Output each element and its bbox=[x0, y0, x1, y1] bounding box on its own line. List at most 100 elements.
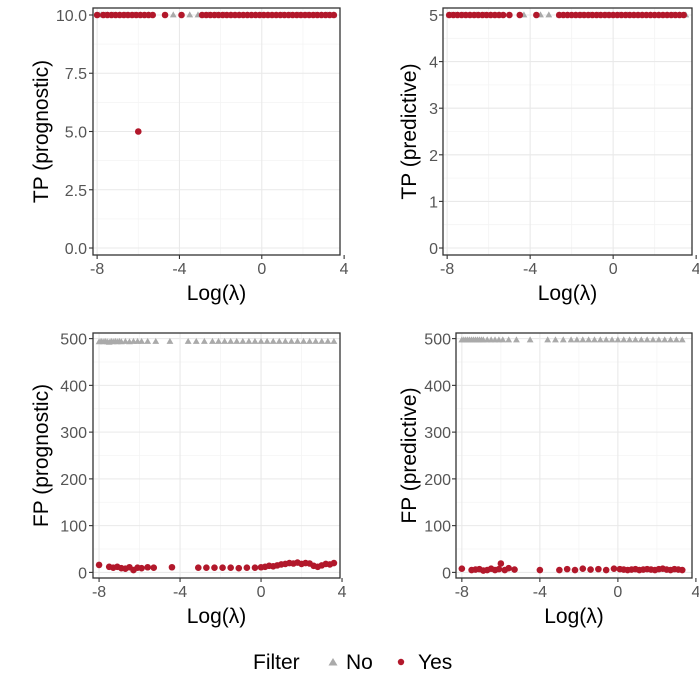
point-no bbox=[184, 337, 192, 344]
point-yes bbox=[211, 564, 218, 572]
point-no bbox=[251, 337, 259, 344]
point-yes bbox=[533, 11, 540, 19]
y-tick-label: 10.0 bbox=[56, 8, 87, 25]
point-yes bbox=[579, 565, 587, 572]
point-yes bbox=[150, 564, 158, 572]
point-no bbox=[169, 11, 177, 18]
point-no bbox=[300, 337, 307, 344]
point-no bbox=[138, 337, 145, 344]
legend-marker-yes bbox=[397, 658, 405, 666]
y-tick-label: 300 bbox=[424, 425, 451, 442]
x-tick-label: -4 bbox=[172, 261, 186, 278]
point-no bbox=[288, 337, 295, 344]
point-yes bbox=[571, 566, 579, 574]
point-no bbox=[544, 336, 552, 343]
point-no bbox=[318, 337, 326, 344]
point-no bbox=[585, 336, 593, 343]
y-tick-label: 3 bbox=[429, 101, 438, 118]
y-axis-title: TP (prognostic) bbox=[30, 60, 53, 203]
point-yes bbox=[458, 565, 466, 572]
y-tick-label: 5 bbox=[429, 8, 438, 25]
y-tick-label: 0 bbox=[78, 565, 87, 582]
point-yes bbox=[497, 560, 505, 567]
point-no bbox=[192, 337, 200, 344]
legend: Filter No Yes bbox=[253, 651, 452, 674]
point-no bbox=[626, 336, 633, 343]
y-tick-label: 400 bbox=[60, 378, 87, 395]
y-axis-title: FP (predictive) bbox=[398, 387, 421, 523]
x-tick-label: -8 bbox=[90, 261, 104, 278]
panel-fp-prognostic: -8 -4 0 4 0 100 200 300 400 500 Log(λ) FP (prognost… bbox=[30, 332, 347, 628]
point-no bbox=[263, 337, 271, 344]
point-no bbox=[144, 337, 152, 344]
point-no bbox=[678, 336, 686, 343]
panel-border bbox=[92, 332, 341, 579]
x-axis-title: Log(λ) bbox=[538, 282, 598, 305]
point-yes bbox=[511, 566, 518, 573]
x-tick-label: -4 bbox=[523, 261, 537, 278]
legend-title: Filter bbox=[253, 651, 300, 674]
point-yes bbox=[587, 566, 594, 573]
point-no bbox=[667, 336, 674, 343]
x-tick-label: -4 bbox=[533, 584, 547, 601]
y-tick-label: 500 bbox=[60, 332, 87, 349]
point-yes bbox=[330, 559, 338, 567]
y-tick-label: 100 bbox=[60, 519, 87, 536]
point-yes bbox=[194, 564, 202, 572]
point-no bbox=[152, 337, 160, 344]
point-no bbox=[186, 11, 194, 18]
x-axis-title: Log(λ) bbox=[544, 605, 604, 628]
x-axis-title: Log(λ) bbox=[187, 605, 247, 628]
y-tick-label: 400 bbox=[424, 378, 451, 395]
point-yes bbox=[563, 565, 571, 573]
y-tick-label: 200 bbox=[424, 472, 451, 489]
y-tick-label: 2 bbox=[429, 148, 438, 165]
y-tick-label: 0 bbox=[429, 241, 438, 258]
y-axis-title: TP (predictive) bbox=[398, 63, 421, 199]
point-no bbox=[294, 337, 301, 344]
y-tick-label: 200 bbox=[60, 472, 87, 489]
legend-marker-no bbox=[328, 658, 338, 666]
point-no bbox=[166, 337, 174, 344]
y-axis-title: FP (prognostic) bbox=[30, 384, 53, 527]
x-tick-label: 0 bbox=[257, 584, 266, 601]
point-no bbox=[330, 337, 338, 344]
point-yes bbox=[203, 564, 210, 572]
point-yes bbox=[516, 11, 524, 19]
point-no bbox=[591, 336, 598, 343]
point-no bbox=[281, 337, 289, 344]
point-yes bbox=[134, 128, 142, 135]
x-tick-label: 4 bbox=[691, 584, 699, 601]
point-yes bbox=[93, 11, 101, 19]
y-tick-label: 0.0 bbox=[65, 241, 87, 258]
point-no bbox=[620, 336, 628, 343]
point-no bbox=[643, 336, 651, 343]
y-tick-label: 0 bbox=[442, 565, 451, 582]
point-no bbox=[649, 336, 657, 343]
point-yes bbox=[149, 11, 156, 19]
point-no bbox=[239, 337, 247, 344]
point-yes bbox=[219, 564, 226, 572]
y-tick-label: 2.5 bbox=[65, 183, 87, 200]
x-tick-label: 4 bbox=[692, 261, 699, 278]
point-no bbox=[632, 336, 639, 343]
x-tick-label: -8 bbox=[92, 584, 106, 601]
panel-tp-predictive: -8 -4 0 4 0 1 2 3 4 5 Log(λ) TP (predictive) bbox=[398, 7, 699, 305]
x-axis-title: Log(λ) bbox=[187, 282, 247, 305]
panel-border bbox=[442, 7, 693, 256]
panel-border bbox=[455, 332, 693, 579]
point-yes bbox=[610, 565, 618, 572]
point-no bbox=[579, 336, 587, 343]
point-no bbox=[614, 336, 622, 343]
point-no bbox=[499, 336, 507, 343]
legend-label-no: No bbox=[346, 651, 373, 674]
point-yes bbox=[330, 11, 338, 19]
point-no bbox=[227, 337, 235, 344]
x-tick-label: 0 bbox=[613, 584, 622, 601]
point-no bbox=[306, 337, 314, 344]
point-no bbox=[567, 336, 575, 343]
point-yes bbox=[178, 11, 185, 19]
x-tick-label: 4 bbox=[340, 261, 349, 278]
point-no bbox=[526, 336, 534, 343]
point-no bbox=[573, 336, 581, 343]
